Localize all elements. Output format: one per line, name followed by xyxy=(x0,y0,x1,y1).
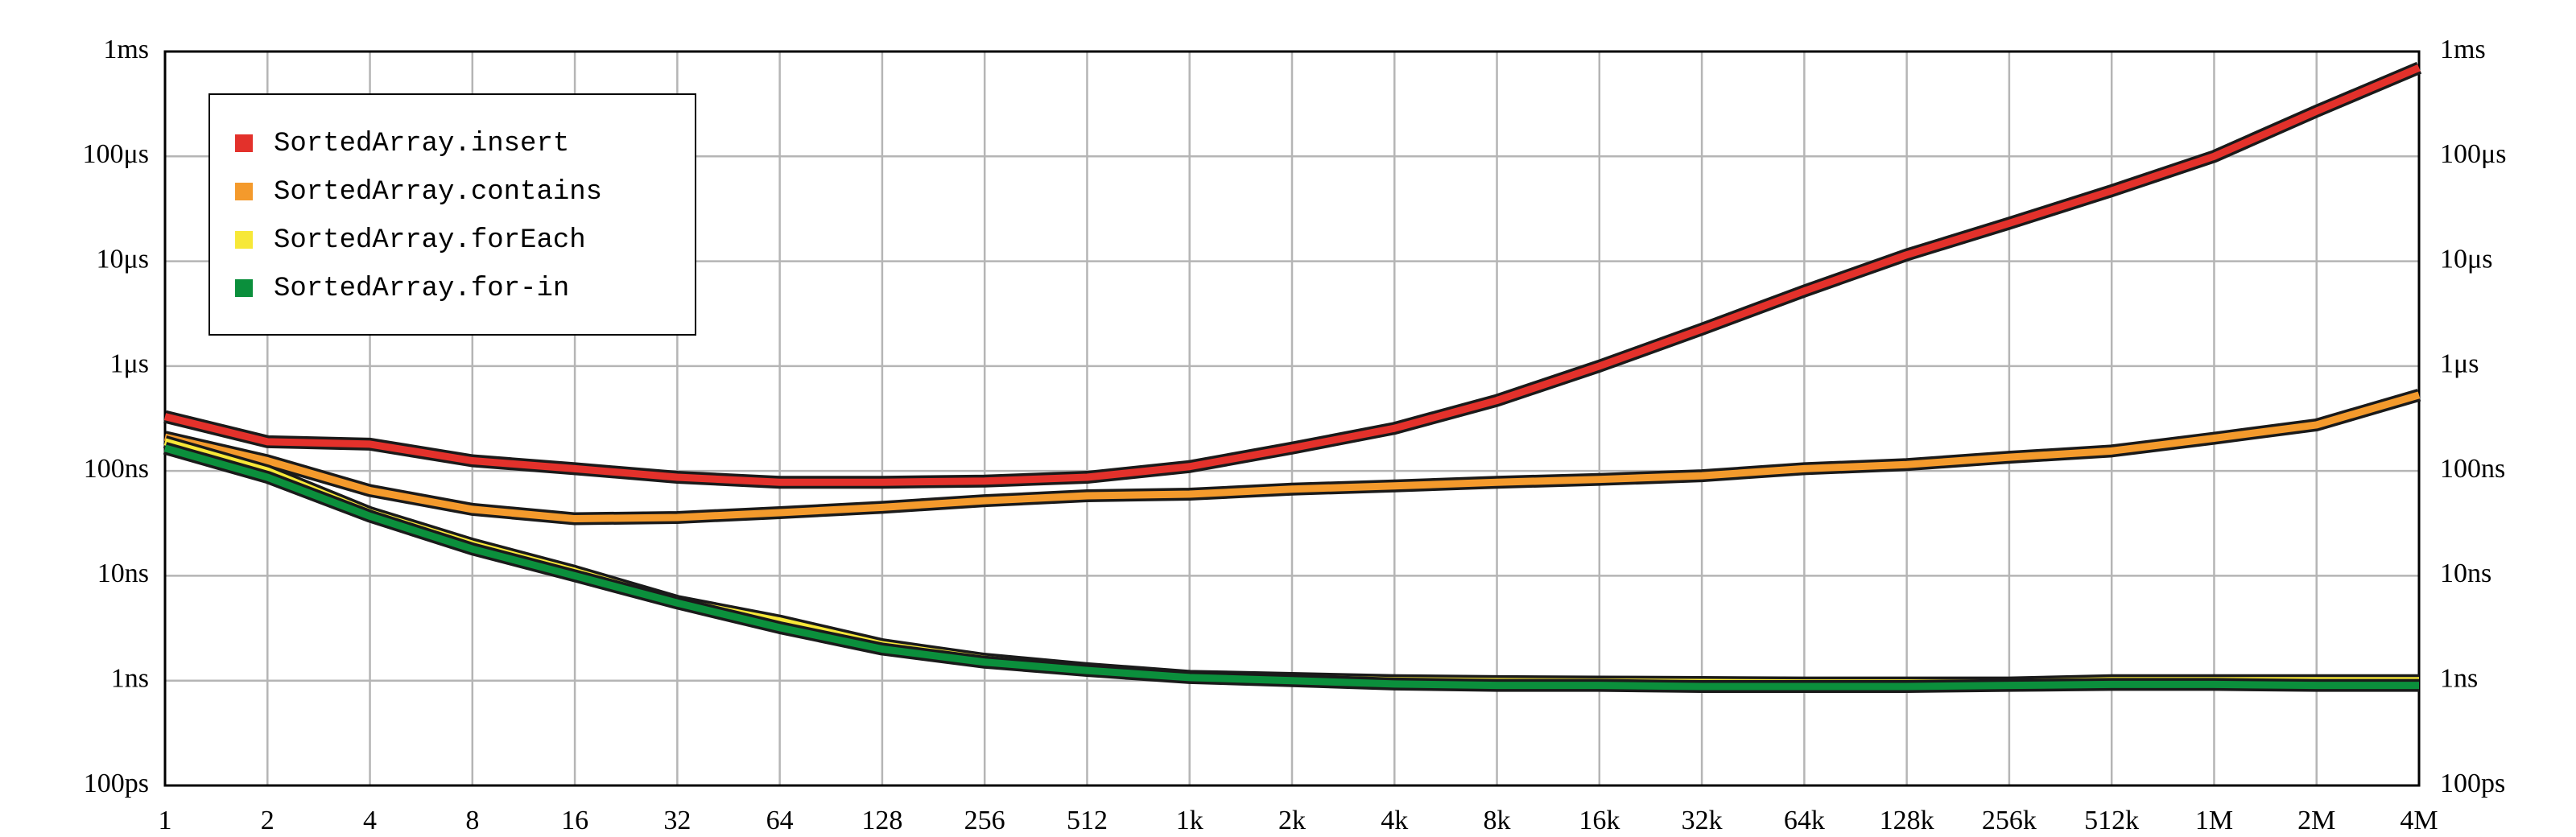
x-tick-label: 256k xyxy=(1982,806,2037,835)
x-tick-label: 8 xyxy=(465,806,479,835)
legend-label: SortedArray.for-in xyxy=(274,274,569,304)
x-tick-label: 64k xyxy=(1784,806,1825,835)
y-tick-label: 1ns xyxy=(111,664,149,694)
y2-tick-label: 1μs xyxy=(2440,349,2479,379)
x-tick-label: 4M xyxy=(2400,806,2438,835)
line xyxy=(163,391,2421,523)
line xyxy=(163,64,2421,486)
legend-swatch xyxy=(235,231,253,249)
legend-label: SortedArray.insert xyxy=(274,129,569,159)
y2-tick-label: 1ns xyxy=(2440,664,2478,694)
x-tick-label: 512k xyxy=(2084,806,2139,835)
line xyxy=(163,444,2419,691)
x-tick-label: 16k xyxy=(1579,806,1620,835)
y2-tick-label: 10μs xyxy=(2440,244,2492,274)
legend-label: SortedArray.forEach xyxy=(274,225,586,256)
y-tick-label: 10μs xyxy=(97,244,149,274)
x-tick-label: 512 xyxy=(1067,806,1108,835)
x-tick-label: 2 xyxy=(261,806,275,835)
y2-tick-label: 100ps xyxy=(2440,769,2505,798)
x-tick-label: 8k xyxy=(1484,806,1511,835)
legend-swatch xyxy=(235,134,253,152)
y2-tick-label: 100μs xyxy=(2440,139,2506,169)
x-tick-label: 32 xyxy=(663,806,691,835)
y-tick-label: 100ns xyxy=(84,454,149,484)
legend: SortedArray.insert SortedArray.contains So… xyxy=(208,93,696,336)
x-tick-label: 4k xyxy=(1381,806,1408,835)
y2-tick-label: 10ns xyxy=(2440,559,2491,588)
y2-tick-label: 1ms xyxy=(2440,35,2486,64)
x-tick-label: 1M xyxy=(2195,806,2233,835)
x-tick-label: 4 xyxy=(363,806,377,835)
x-tick-label: 256 xyxy=(964,806,1005,835)
x-tick-label: 2k xyxy=(1278,806,1306,835)
legend-swatch xyxy=(235,279,253,297)
x-tick-label: 128 xyxy=(861,806,902,835)
y-tick-label: 100μs xyxy=(83,139,149,169)
x-tick-label: 128k xyxy=(1880,806,1934,835)
x-tick-label: 1k xyxy=(1176,806,1203,835)
y2-tick-label: 100ns xyxy=(2440,454,2505,484)
y-tick-label: 1μs xyxy=(110,349,149,379)
legend-box xyxy=(208,93,696,336)
y-tick-label: 100ps xyxy=(84,769,149,798)
x-tick-label: 64 xyxy=(766,806,794,835)
x-tick-label: 1 xyxy=(159,806,172,835)
x-tick-label: 2M xyxy=(2297,806,2335,835)
x-tick-label: 32k xyxy=(1682,806,1723,835)
legend-swatch xyxy=(235,183,253,200)
y-tick-label: 1ms xyxy=(103,35,149,64)
x-tick-label: 16 xyxy=(561,806,588,835)
legend-label: SortedArray.contains xyxy=(274,177,602,208)
y-tick-label: 10ns xyxy=(97,559,149,588)
